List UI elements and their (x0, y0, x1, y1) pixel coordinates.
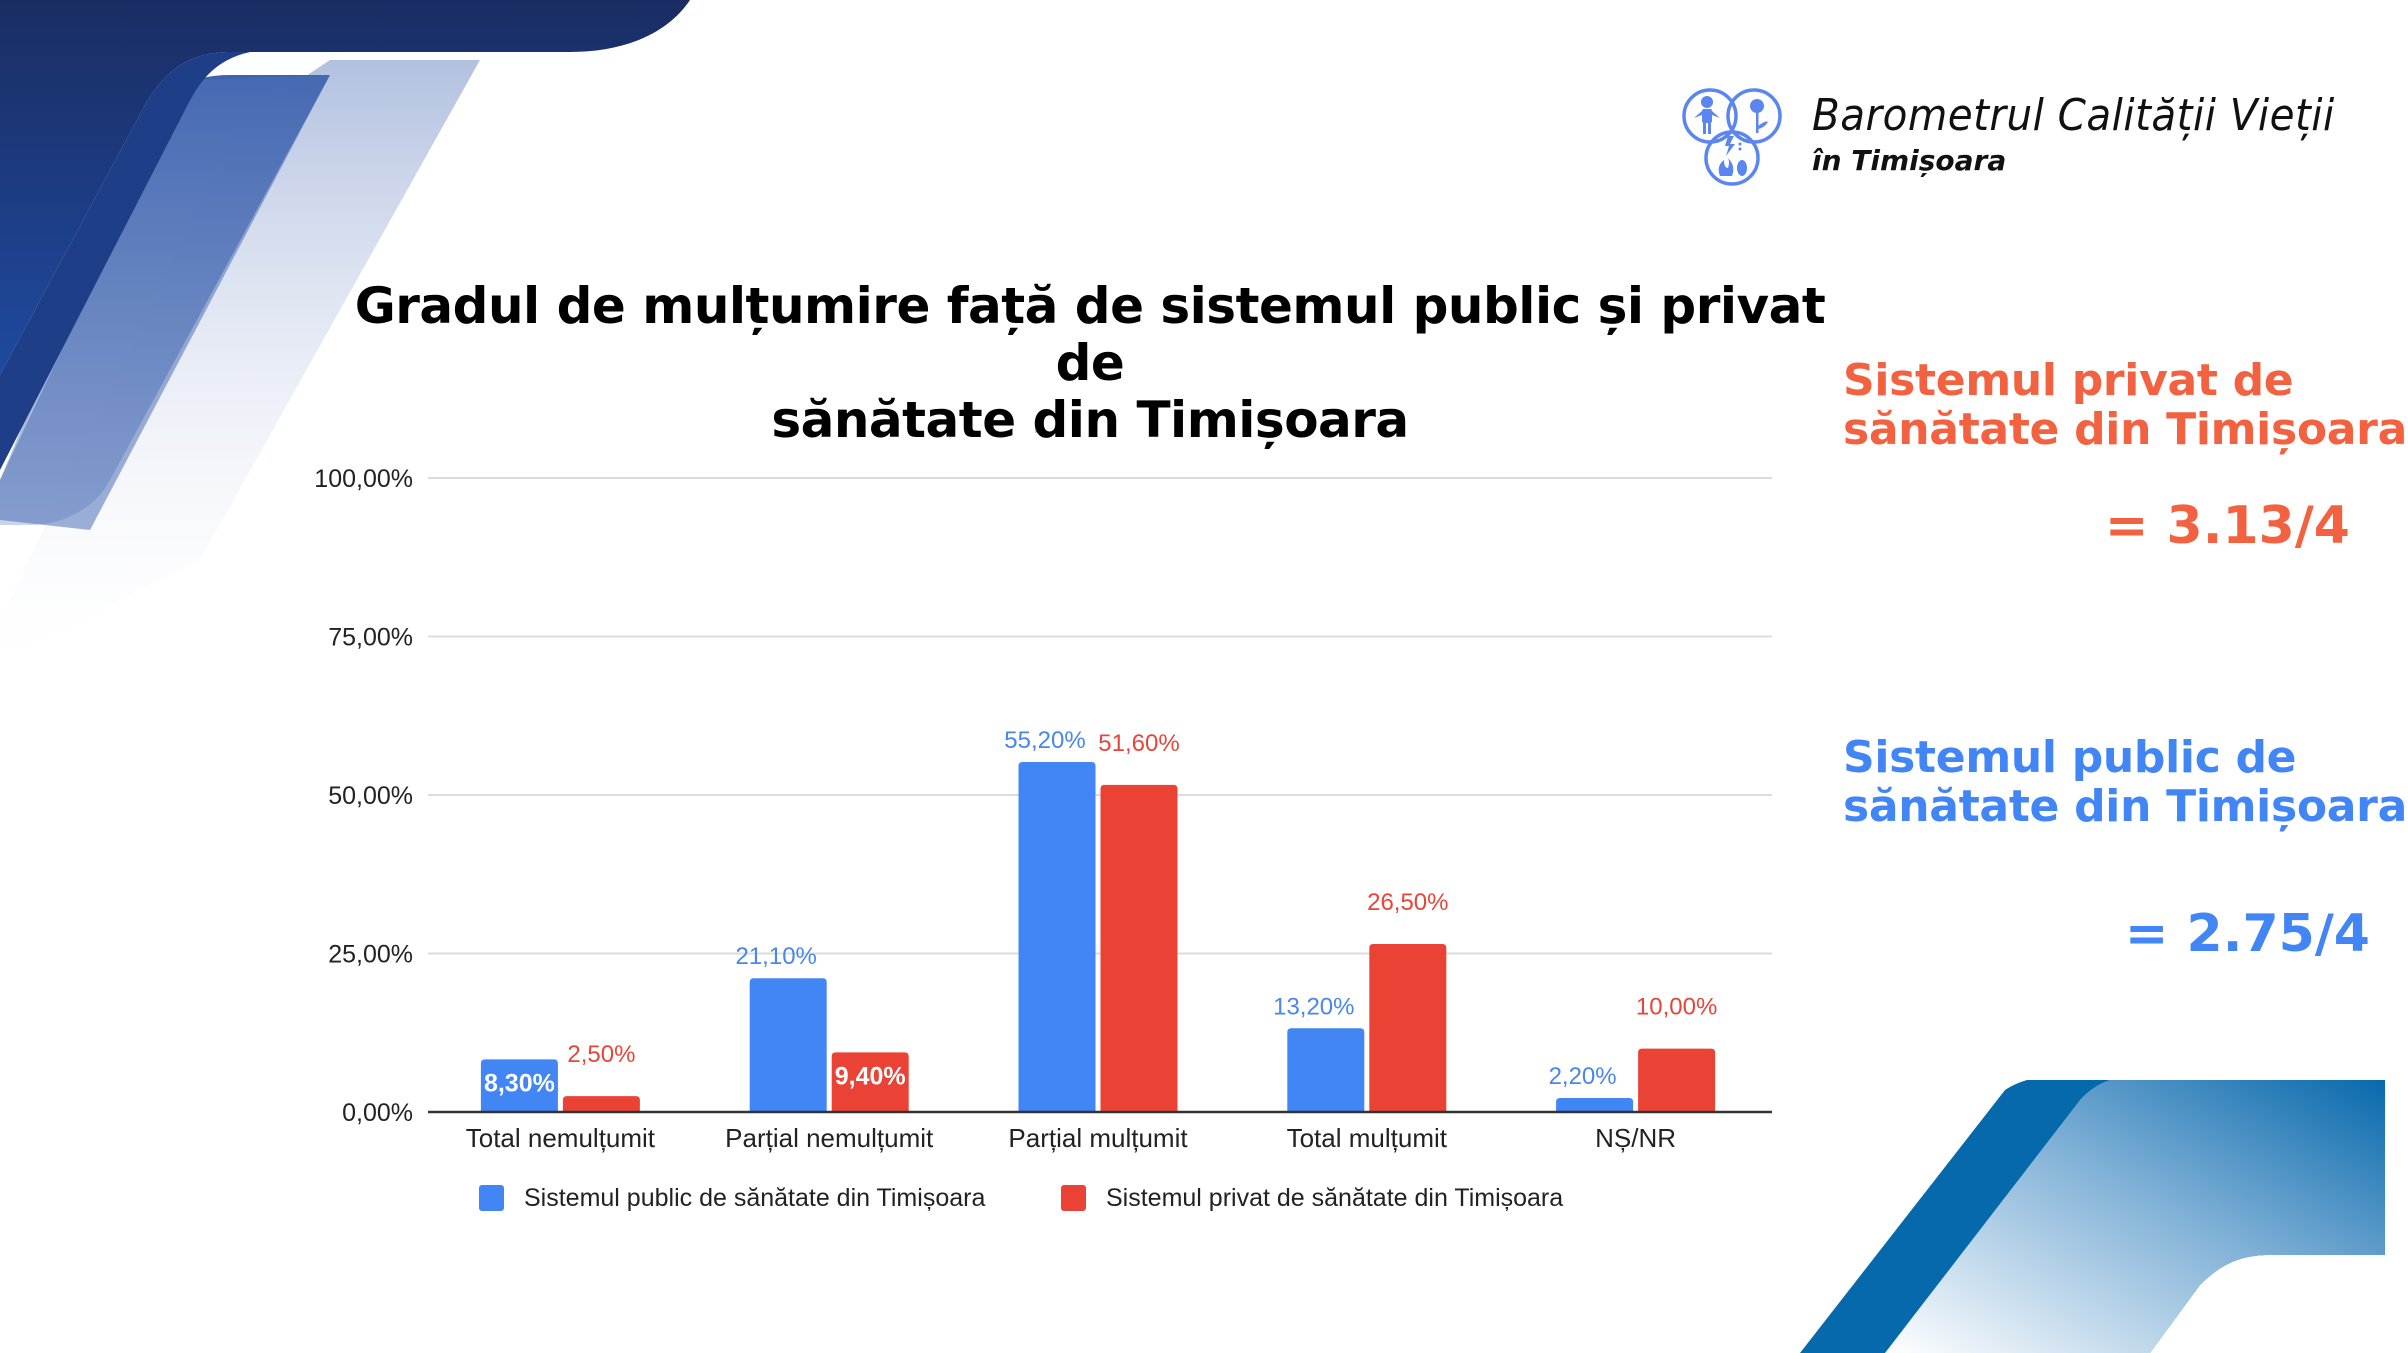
x-category-label: Total nemulțumit (466, 1123, 656, 1153)
bar-private (1369, 943, 1447, 1112)
x-category-label: Parțial nemulțumit (725, 1123, 934, 1153)
data-label: 2,50% (567, 1041, 635, 1068)
chart-title-line2: sănătate din Timișoara (771, 391, 1409, 449)
data-label: 51,60% (1098, 730, 1179, 757)
legend-swatch-private (1061, 1185, 1086, 1211)
bar-public (1018, 762, 1096, 1112)
stray-comma-mark: , (1034, 418, 1038, 434)
data-label: 10,00% (1636, 994, 1717, 1021)
y-tick-label: 50,00% (328, 782, 413, 810)
public-heading-line2: sănătate din Timișoara (1843, 781, 2407, 832)
bar-public (1287, 1028, 1365, 1112)
y-tick-label: 0,00% (342, 1099, 413, 1127)
legend-label: Sistemul privat de sănătate din Timișoar… (1106, 1184, 1563, 1212)
y-tick-label: 100,00% (314, 465, 413, 493)
data-label: 26,50% (1367, 889, 1448, 916)
brand-title: Barometrul Calității Vieții (1812, 90, 2335, 141)
brand-logo: Barometrul Calității Vieții în Timișoara (1680, 84, 2380, 194)
bar-public (749, 978, 827, 1112)
public-system-heading: Sistemul public de sănătate din Timișoar… (1843, 733, 2407, 831)
data-label: 13,20% (1273, 993, 1354, 1020)
bar-public (480, 1059, 558, 1112)
legend-label: Sistemul public de sănătate din Timișoar… (524, 1184, 985, 1212)
bar-private (1638, 1048, 1716, 1112)
data-label: 8,30% (484, 1069, 555, 1097)
data-label: 55,20% (1004, 727, 1085, 754)
private-system-heading: Sistemul privat de sănătate din Timișoar… (1843, 356, 2407, 454)
bar-private (562, 1096, 640, 1112)
public-heading-line1: Sistemul public de (1843, 732, 2297, 783)
chart-title: Gradul de mulțumire față de sistemul pub… (340, 278, 1840, 449)
data-label: 9,40% (835, 1062, 906, 1090)
y-tick-label: 25,00% (328, 941, 413, 969)
x-category-label: NȘ/NR (1595, 1123, 1676, 1153)
chart-title-line1: Gradul de mulțumire față de sistemul pub… (354, 277, 1826, 392)
bar-public (1556, 1098, 1634, 1112)
private-system-score: = 3.13/4 (2104, 496, 2350, 556)
bar-private (1100, 784, 1178, 1112)
data-label: 2,20% (1549, 1063, 1617, 1090)
x-category-label: Parțial mulțumit (1008, 1123, 1188, 1153)
x-category-label: Total mulțumit (1287, 1123, 1448, 1153)
brand-subtitle: în Timișoara (1812, 144, 2007, 177)
venn-circles-logo-icon (1682, 88, 1782, 186)
bar-private (831, 1052, 909, 1112)
private-heading-line1: Sistemul privat de (1843, 355, 2294, 406)
private-heading-line2: sănătate din Timișoara (1843, 404, 2407, 455)
y-tick-label: 75,00% (328, 624, 413, 652)
legend-swatch-public (479, 1185, 504, 1211)
data-label: 21,10% (735, 943, 816, 970)
public-system-score: = 2.75/4 (2124, 904, 2370, 964)
